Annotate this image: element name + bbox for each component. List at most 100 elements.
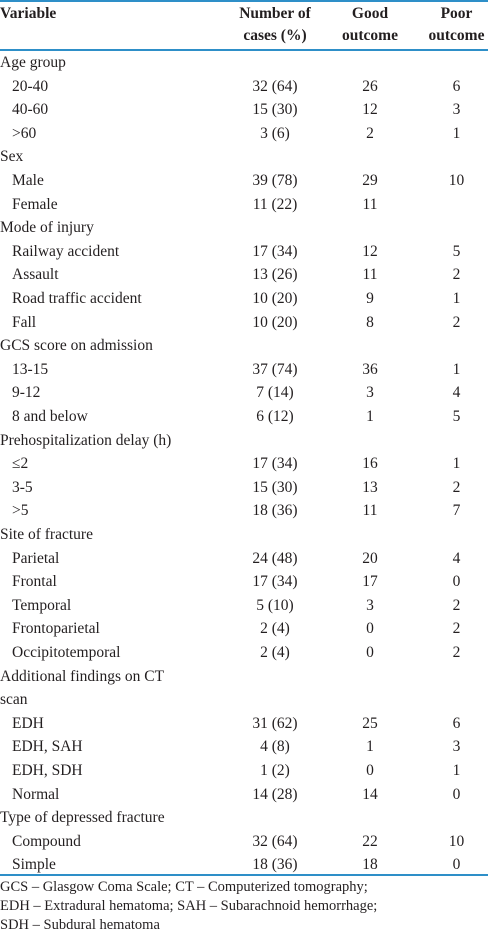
- table-row: 40-60 15 (30) 12 3: [0, 98, 488, 122]
- row-label: EDH: [12, 714, 44, 732]
- group-row: Mode of injury: [0, 216, 488, 240]
- row-label: >5: [12, 502, 29, 520]
- cell-poor-outcome: 10: [448, 832, 465, 850]
- cell-poor-outcome: 3: [452, 738, 461, 756]
- row-label: Compound: [12, 832, 81, 850]
- cell-good-outcome: 13: [362, 478, 378, 496]
- cell-cases: 18 (36): [252, 502, 298, 520]
- cell-cases: 11 (22): [252, 195, 298, 213]
- row-label: Male: [12, 172, 44, 189]
- cell-good-outcome: 11: [362, 266, 378, 284]
- table-row: 13-15 37 (74) 36 1: [0, 358, 488, 382]
- table-row: 9-12 7 (14) 3 4: [0, 381, 488, 405]
- cell-poor-outcome: 6: [452, 714, 461, 732]
- cell-cases: 13 (26): [252, 266, 298, 284]
- cell-good-outcome: 22: [362, 832, 378, 850]
- row-label: EDH, SDH: [12, 762, 83, 779]
- cell-cases: 2 (4): [260, 644, 290, 661]
- table-row: Fall 10 (20) 8 2: [0, 311, 488, 335]
- cell-poor-outcome: 1: [452, 124, 461, 142]
- row-label: Temporal: [12, 596, 72, 614]
- group-label: Type of depressed fracture: [0, 809, 165, 827]
- table-row: >60 3 (6) 2 1: [0, 122, 488, 146]
- cell-good-outcome: 25: [362, 714, 378, 732]
- table-row: Assault 13 (26) 11 2: [0, 263, 488, 287]
- row-label: EDH, SAH: [12, 738, 83, 756]
- table-row: Compound 32 (64) 22 10: [0, 830, 488, 854]
- group-row: scan: [0, 688, 488, 712]
- table-row: 8 and below 6 (12) 1 5: [0, 405, 488, 429]
- row-label: Assault: [12, 266, 59, 284]
- cell-cases: 17 (34): [252, 455, 298, 473]
- group-label: GCS score on admission: [0, 337, 153, 355]
- table-row: Railway accident 17 (34) 12 5: [0, 240, 488, 264]
- table-row: Road traffic accident 10 (20) 9 1: [0, 287, 488, 311]
- group-label: Sex: [0, 148, 24, 166]
- row-label: 8 and below: [12, 408, 88, 425]
- cell-cases: 31 (62): [252, 714, 298, 732]
- row-label: Female: [12, 195, 58, 213]
- cell-good-outcome: 9: [366, 290, 374, 307]
- cell-good-outcome: 12: [362, 101, 378, 119]
- table-row: Normal 14 (28) 14 0: [0, 783, 488, 807]
- cell-poor-outcome: 4: [452, 549, 461, 567]
- cell-cases: 18 (36): [252, 856, 298, 874]
- header-poor-line2: outcome: [428, 27, 485, 44]
- cell-poor-outcome: 1: [452, 455, 461, 473]
- row-label: >60: [12, 124, 37, 142]
- cell-good-outcome: 36: [362, 360, 378, 378]
- bottom-rule: [0, 874, 488, 876]
- cell-good-outcome: 12: [362, 242, 378, 260]
- group-row: GCS score on admission: [0, 334, 488, 358]
- header-cases: Number of cases (%): [220, 3, 330, 47]
- footnote-line: GCS – Glasgow Coma Scale; CT – Computeri…: [0, 879, 368, 895]
- cell-good-outcome: 8: [366, 313, 374, 331]
- cell-good-outcome: 11: [362, 195, 378, 213]
- table-row: EDH, SDH 1 (2) 0 1: [0, 759, 488, 783]
- top-rule: [0, 0, 488, 2]
- row-label: 3-5: [12, 478, 33, 496]
- cell-poor-outcome: 4: [452, 384, 461, 402]
- cell-cases: 15 (30): [252, 101, 298, 119]
- header-good-line1: Good: [351, 5, 389, 22]
- cell-poor-outcome: 0: [452, 785, 461, 803]
- row-label: Frontal: [12, 573, 57, 591]
- row-label: 13-15: [12, 360, 49, 378]
- cell-good-outcome: 18: [362, 856, 378, 874]
- cell-good-outcome: 14: [362, 785, 378, 803]
- table-row: Frontoparietal 2 (4) 0 2: [0, 617, 488, 641]
- cell-good-outcome: 3: [366, 384, 374, 402]
- cell-poor-outcome: 1: [452, 762, 461, 779]
- table-row: ≤2 17 (34) 16 1: [0, 452, 488, 476]
- cell-cases: 5 (10): [256, 596, 294, 614]
- cell-poor-outcome: 2: [452, 313, 461, 331]
- group-label: scan: [0, 691, 28, 709]
- table-row: >5 18 (36) 11 7: [0, 499, 488, 523]
- row-label: Normal: [12, 785, 60, 803]
- cell-good-outcome: 26: [362, 77, 378, 95]
- cell-poor-outcome: 1: [452, 360, 461, 378]
- table-row: Female 11 (22) 11: [0, 193, 488, 217]
- header-good-outcome: Good outcome: [340, 3, 400, 47]
- cell-cases: 24 (48): [252, 549, 298, 567]
- cell-good-outcome: 17: [362, 573, 378, 591]
- cell-cases: 4 (8): [260, 738, 290, 756]
- cell-good-outcome: 11: [362, 502, 378, 520]
- cell-cases: 17 (34): [252, 573, 298, 591]
- cell-cases: 32 (64): [252, 832, 298, 850]
- row-label: Railway accident: [12, 242, 120, 260]
- row-label: 20-40: [12, 77, 49, 95]
- cell-poor-outcome: 3: [452, 101, 461, 119]
- group-label: Site of fracture: [0, 526, 93, 543]
- table-row: Simple 18 (36) 18 0: [0, 853, 488, 877]
- cell-poor-outcome: 2: [452, 596, 461, 614]
- header-good-line2: outcome: [342, 27, 398, 44]
- table-row: EDH, SAH 4 (8) 1 3: [0, 735, 488, 759]
- cell-good-outcome: 29: [362, 172, 378, 189]
- table-footnote: GCS – Glasgow Coma Scale; CT – Computeri…: [0, 878, 488, 935]
- cell-good-outcome: 1: [366, 408, 374, 425]
- group-row: Site of fracture: [0, 523, 488, 547]
- row-label: Parietal: [12, 549, 60, 567]
- row-label: Fall: [12, 313, 37, 331]
